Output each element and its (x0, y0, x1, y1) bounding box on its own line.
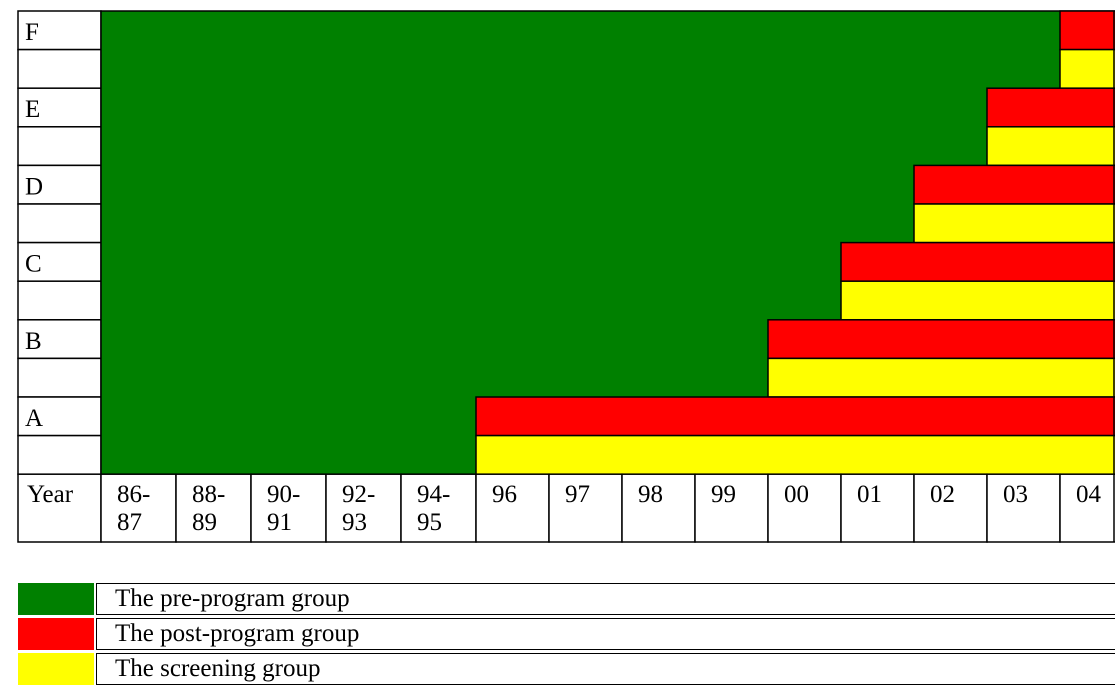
year-tick-label: 91 (267, 509, 292, 536)
group-label-cell (17, 357, 102, 398)
year-cell (175, 473, 252, 543)
screening-bar-e (986, 126, 1115, 167)
post-program-bar-f (1059, 10, 1115, 51)
year-tick-label: 90- (267, 481, 300, 508)
year-tick-label: 96 (492, 481, 517, 508)
group-label-f: F (25, 19, 39, 46)
year-tick-label: 01 (857, 481, 882, 508)
group-label-cell (17, 126, 102, 167)
year-tick-label: 92- (342, 481, 375, 508)
year-tick-label: 03 (1003, 481, 1028, 508)
group-label-cell (17, 434, 102, 475)
year-cell (325, 473, 402, 543)
year-cell (548, 473, 623, 543)
year-tick-label: 99 (711, 481, 736, 508)
group-label-e: E (25, 96, 40, 123)
year-cell (986, 473, 1061, 543)
group-label-a: A (25, 405, 43, 432)
post-program-bar-e (986, 87, 1115, 128)
screening-bar-b (767, 357, 1115, 398)
legend-swatch-post (18, 618, 94, 650)
year-tick-label: 89 (192, 509, 217, 536)
legend-item-post: The post-program group (18, 618, 1115, 650)
legend-label-post: The post-program group (96, 618, 1115, 650)
legend-item-pre: The pre-program group (18, 583, 1115, 615)
year-cell (913, 473, 988, 543)
post-program-bar-c (840, 241, 1115, 282)
year-cell (475, 473, 550, 543)
legend-label-screening: The screening group (96, 653, 1115, 685)
timeline-grid: F E D C B A Year 86-87 88-89 90-91 92-93 94-95 96 97 9… (17, 10, 1115, 543)
legend-swatch-pre (18, 583, 94, 615)
year-cell (840, 473, 915, 543)
year-tick-label: 94- (417, 481, 450, 508)
screening-bar-f (1059, 48, 1115, 89)
legend-swatch-screening (18, 653, 94, 685)
group-label-cell (17, 203, 102, 244)
group-label-cell (17, 87, 102, 128)
legend-item-screening: The screening group (18, 653, 1115, 685)
screening-bar-a (475, 434, 1115, 475)
group-label-d: D (25, 173, 43, 200)
year-tick-label: 04 (1076, 481, 1102, 508)
screening-bar-c (840, 280, 1115, 321)
year-tick-label: 97 (565, 481, 590, 508)
year-cell (400, 473, 477, 543)
screening-bar-d (913, 203, 1115, 244)
post-program-bar-a (475, 396, 1115, 437)
group-label-cell (17, 280, 102, 321)
year-tick-label: 86- (117, 481, 150, 508)
year-tick-label: 00 (784, 481, 809, 508)
group-label-b: B (25, 328, 42, 355)
year-tick-label: 98 (638, 481, 663, 508)
year-tick-label: 95 (417, 509, 442, 536)
legend-label-pre: The pre-program group (96, 583, 1115, 615)
year-tick-label: 88- (192, 481, 225, 508)
legend: The pre-program group The post-program g… (0, 573, 1115, 688)
group-label-cell (17, 396, 102, 437)
post-program-bar-d (913, 164, 1115, 205)
group-label-c: C (25, 251, 42, 278)
year-tick-label: 02 (930, 481, 955, 508)
year-header-label: Year (27, 481, 74, 508)
year-tick-label: 87 (117, 509, 142, 536)
group-label-cell (17, 10, 102, 51)
year-cell (1059, 473, 1115, 543)
year-cell (250, 473, 327, 543)
group-label-cell (17, 48, 102, 89)
year-tick-label: 93 (342, 509, 367, 536)
post-program-bar-b (767, 319, 1115, 360)
